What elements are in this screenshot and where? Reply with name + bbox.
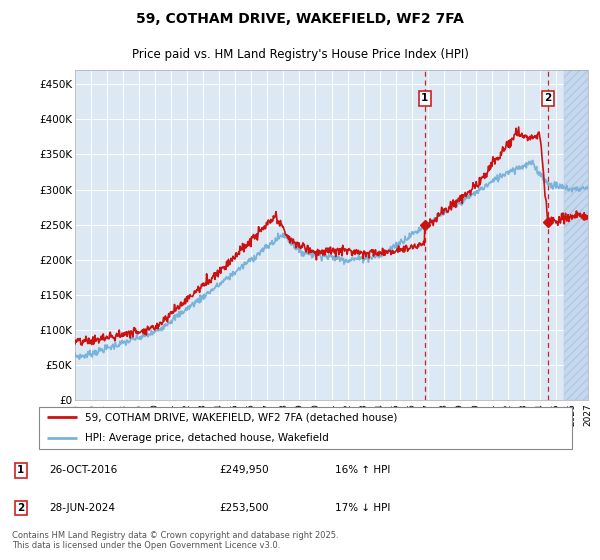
Text: Price paid vs. HM Land Registry's House Price Index (HPI): Price paid vs. HM Land Registry's House …: [131, 48, 469, 62]
Text: 1: 1: [421, 93, 428, 103]
Text: Contains HM Land Registry data © Crown copyright and database right 2025.
This d: Contains HM Land Registry data © Crown c…: [12, 531, 338, 550]
Text: 17% ↓ HPI: 17% ↓ HPI: [335, 503, 390, 513]
Text: £253,500: £253,500: [220, 503, 269, 513]
Text: 59, COTHAM DRIVE, WAKEFIELD, WF2 7FA: 59, COTHAM DRIVE, WAKEFIELD, WF2 7FA: [136, 12, 464, 26]
FancyBboxPatch shape: [39, 407, 572, 450]
Text: 2: 2: [544, 93, 551, 103]
Text: 26-OCT-2016: 26-OCT-2016: [49, 465, 118, 475]
Text: 28-JUN-2024: 28-JUN-2024: [49, 503, 115, 513]
Text: 16% ↑ HPI: 16% ↑ HPI: [335, 465, 390, 475]
Text: £249,950: £249,950: [220, 465, 269, 475]
Text: 2: 2: [17, 503, 24, 513]
Text: HPI: Average price, detached house, Wakefield: HPI: Average price, detached house, Wake…: [85, 433, 328, 443]
Bar: [564, 70, 588, 400]
Text: 1: 1: [17, 465, 24, 475]
Text: 59, COTHAM DRIVE, WAKEFIELD, WF2 7FA (detached house): 59, COTHAM DRIVE, WAKEFIELD, WF2 7FA (de…: [85, 412, 397, 422]
